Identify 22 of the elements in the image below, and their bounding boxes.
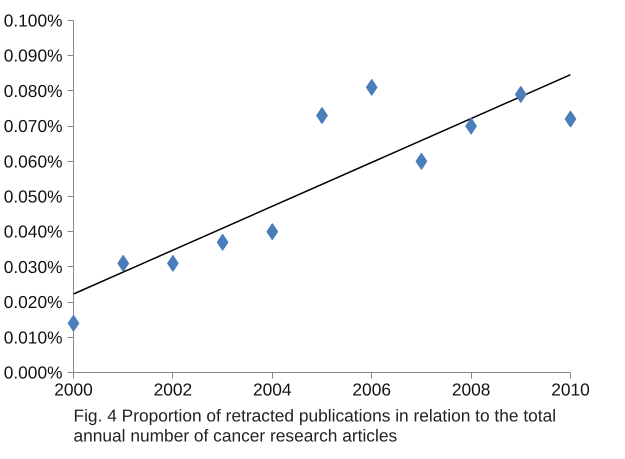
- y-tick-label: 0.080%: [4, 80, 63, 101]
- x-tick-label: 2000: [54, 380, 93, 400]
- text: Fig. 4 Proportion of retracted publications in relation to the total annual number of cancer research articles: [74, 406, 556, 446]
- y-tick-label: 0.070%: [4, 116, 63, 136]
- y-tick-label: 0.010%: [4, 327, 63, 348]
- y-tick-label: 0.050%: [4, 186, 63, 206]
- y-tick-label: 0.090%: [4, 46, 63, 66]
- x-tick-label: 2010: [551, 380, 590, 400]
- x-tick-label: 2006: [352, 380, 391, 400]
- point: [366, 78, 378, 96]
- y-tick-label: 0.060%: [4, 151, 63, 172]
- point: [514, 86, 527, 103]
- x-tick-label: 2004: [253, 380, 292, 400]
- point: [266, 223, 278, 240]
- y-tick-label: 0.020%: [4, 292, 63, 312]
- y-tick-label: 0.100%: [4, 10, 63, 30]
- y-tick-label: 0.000%: [4, 362, 63, 382]
- y-tick-label: 0.040%: [4, 222, 63, 242]
- x-tick-label: 2008: [452, 380, 490, 400]
- x-tick-label: 2002: [154, 380, 192, 400]
- point: [117, 254, 130, 272]
- y-tick-label: 0.030%: [4, 256, 63, 277]
